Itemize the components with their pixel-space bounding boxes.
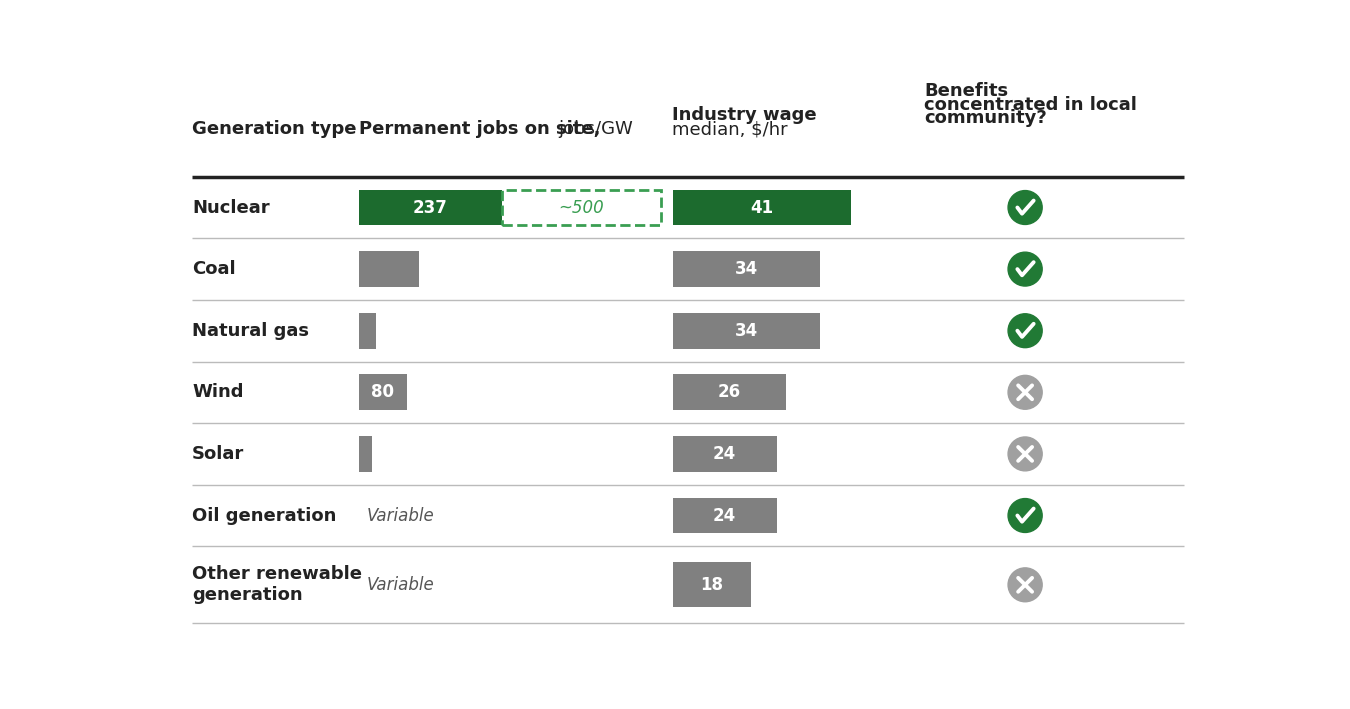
Bar: [359, 313, 375, 349]
Bar: [359, 251, 418, 287]
Bar: [672, 498, 776, 533]
Circle shape: [1008, 314, 1042, 347]
Text: Coal: Coal: [192, 260, 236, 278]
Bar: [672, 436, 776, 471]
Text: 26: 26: [717, 384, 741, 401]
Text: jobs/GW: jobs/GW: [559, 121, 633, 138]
Circle shape: [1008, 375, 1042, 409]
Bar: [672, 374, 786, 411]
Text: community?: community?: [925, 109, 1048, 128]
Text: Variable: Variable: [366, 506, 435, 525]
Text: 34: 34: [734, 322, 757, 340]
Bar: [502, 189, 662, 225]
Bar: [359, 374, 406, 411]
Text: Industry wage: Industry wage: [672, 106, 817, 124]
Text: Nuclear: Nuclear: [192, 199, 270, 216]
Text: Permanent jobs on site,: Permanent jobs on site,: [359, 121, 606, 138]
Circle shape: [1008, 252, 1042, 286]
Circle shape: [1008, 191, 1042, 225]
Text: 34: 34: [734, 260, 757, 278]
Text: 41: 41: [751, 199, 774, 216]
Bar: [672, 251, 821, 287]
Text: ~500: ~500: [559, 199, 605, 216]
Bar: [359, 436, 371, 471]
Text: Wind: Wind: [192, 384, 243, 401]
Text: 24: 24: [713, 445, 736, 463]
Text: median, $/hr: median, $/hr: [672, 121, 788, 138]
Text: Natural gas: Natural gas: [192, 322, 309, 340]
Circle shape: [1008, 437, 1042, 471]
Bar: [672, 189, 850, 225]
Text: Generation type: Generation type: [192, 121, 356, 138]
Text: 237: 237: [413, 199, 448, 216]
Text: Variable: Variable: [366, 576, 435, 594]
Text: 80: 80: [371, 384, 394, 401]
Bar: [672, 313, 821, 349]
Text: 18: 18: [701, 576, 724, 594]
Bar: [359, 189, 502, 225]
Text: 24: 24: [713, 506, 736, 525]
Circle shape: [1008, 498, 1042, 532]
Bar: [672, 562, 751, 607]
Text: Other renewable
generation: Other renewable generation: [192, 565, 362, 604]
Text: concentrated in local: concentrated in local: [925, 96, 1137, 113]
Text: Solar: Solar: [192, 445, 244, 463]
Text: Oil generation: Oil generation: [192, 506, 336, 525]
Circle shape: [1008, 568, 1042, 602]
Text: Benefits: Benefits: [925, 82, 1008, 100]
